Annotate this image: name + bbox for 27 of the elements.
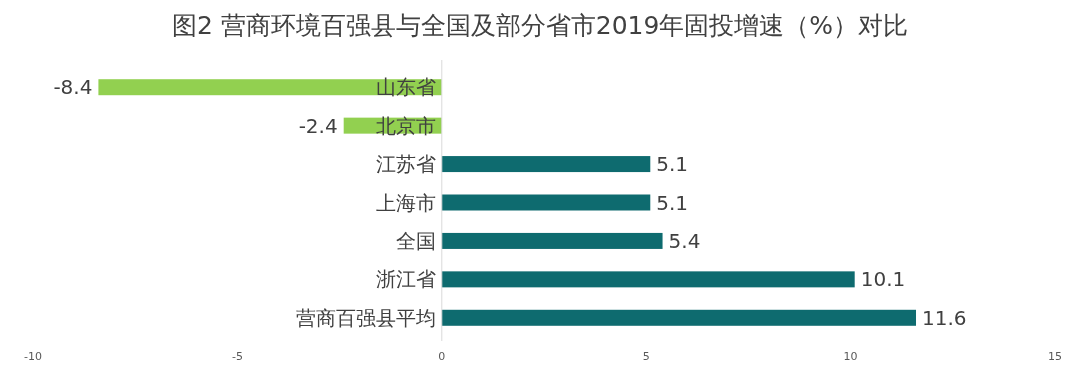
data-label: 10.1 <box>860 267 906 292</box>
y-tick-label: 营商百强县平均 <box>295 305 436 330</box>
y-tick-label: 北京市 <box>375 113 436 138</box>
y-tick-label: 江苏省 <box>375 152 436 177</box>
bar <box>441 194 651 211</box>
y-tick-label: 山东省 <box>375 75 436 100</box>
x-tick-label: 5 <box>642 350 650 363</box>
y-tick-label: 浙江省 <box>375 267 436 292</box>
x-tick-label: 0 <box>438 350 446 363</box>
data-label: 11.6 <box>922 305 967 330</box>
y-tick-label: 全国 <box>395 228 436 253</box>
y-tick-label: 上海市 <box>375 190 436 215</box>
x-tick-label: 15 <box>1048 350 1062 363</box>
bar <box>441 271 855 288</box>
x-tick-label: -5 <box>231 350 243 363</box>
data-label: 5.1 <box>656 152 689 177</box>
data-label: -2.4 <box>298 113 338 138</box>
x-tick-label: -10 <box>24 350 42 363</box>
bar <box>98 79 442 96</box>
x-tick-label: 10 <box>843 350 858 363</box>
data-label: -8.4 <box>53 75 93 100</box>
bar <box>441 156 651 173</box>
bar <box>441 309 917 326</box>
data-label: 5.4 <box>668 228 701 253</box>
data-label: 5.1 <box>656 190 689 215</box>
bar <box>441 232 663 249</box>
chart-title: 图2 营商环境百强县与全国及部分省市2019年固投增速（%）对比 <box>171 11 909 40</box>
